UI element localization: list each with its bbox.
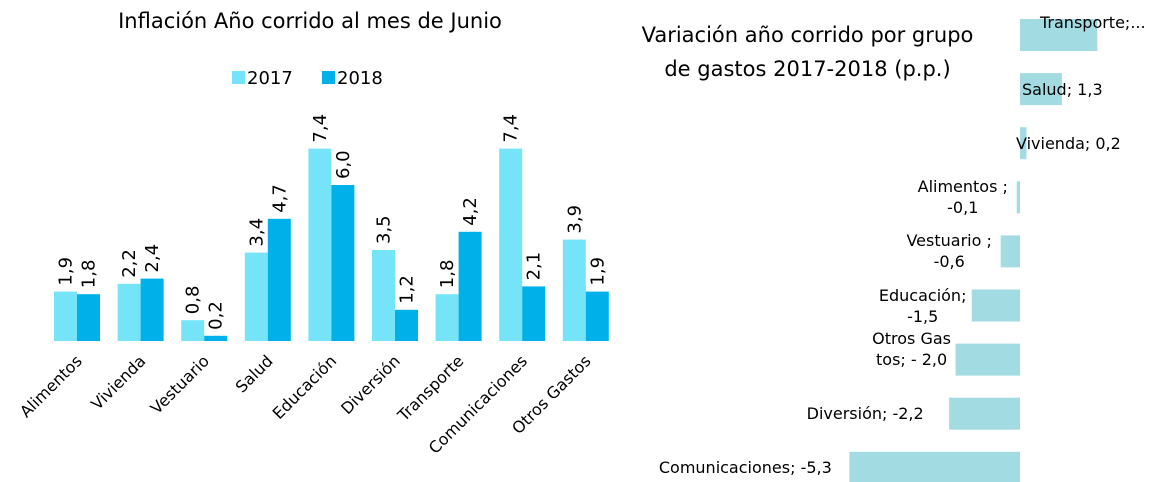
bar <box>849 451 1020 482</box>
value-label: 0,2 <box>206 301 227 330</box>
bar <box>1020 73 1062 106</box>
value-label: Otros Gastos; - 2,0 <box>872 329 952 370</box>
bar <box>1020 19 1098 51</box>
value-label: 1,2 <box>397 275 418 304</box>
bar <box>308 148 332 341</box>
value-label: 3,4 <box>246 218 267 247</box>
legend-swatch <box>232 71 245 84</box>
bar <box>458 231 482 341</box>
bar <box>54 291 77 341</box>
bar <box>435 294 459 341</box>
value-label: 0,8 <box>183 286 204 315</box>
value-label: 4,2 <box>460 197 481 226</box>
value-label: 1,8 <box>79 260 100 289</box>
value-label: Transporte;... <box>1040 12 1146 32</box>
bar <box>204 335 228 341</box>
bar <box>499 148 523 341</box>
bar <box>1016 181 1020 214</box>
bar <box>971 289 1020 322</box>
x-tick-label: Alimentos <box>16 351 86 421</box>
chart-title: Inflación Año corrido al mes de Junio <box>118 9 502 33</box>
bar <box>140 278 164 341</box>
value-label: Vestuario ; -0,6 <box>906 231 992 272</box>
bar <box>562 239 586 341</box>
bar <box>1000 235 1020 268</box>
bar <box>244 252 268 341</box>
bar <box>522 286 546 341</box>
x-tick-label: Educación <box>269 351 341 423</box>
value-label: Alimentos ; -0,1 <box>917 177 1008 218</box>
bar <box>1020 127 1027 160</box>
value-label: 6,0 <box>333 150 354 179</box>
value-label: 7,4 <box>310 114 331 143</box>
value-label: 7,4 <box>501 114 522 143</box>
value-label: 3,5 <box>374 215 395 244</box>
value-label: 3,9 <box>564 205 585 234</box>
value-label: 2,2 <box>119 249 140 278</box>
legend-label: 2018 <box>337 68 383 89</box>
bar <box>77 294 100 341</box>
chart-title: Variación año corrido por grupo de gasto… <box>641 23 974 81</box>
value-label: Educación; -1,5 <box>878 285 967 326</box>
bar <box>267 218 291 341</box>
value-label: 2,4 <box>142 244 163 273</box>
bar <box>181 320 205 341</box>
value-label: 1,9 <box>56 257 77 286</box>
x-tick-label: Diversión <box>337 351 404 418</box>
value-label: Salud; 1,3 <box>1022 79 1103 99</box>
x-tick-label: Vestuario <box>147 351 213 417</box>
value-label: 1,8 <box>437 260 458 289</box>
bar <box>955 343 1020 376</box>
legend-label: 2017 <box>247 68 293 89</box>
bar <box>372 250 395 341</box>
value-label: Diversión; -2,2 <box>806 404 924 424</box>
bar <box>331 185 355 341</box>
bar <box>949 397 1020 430</box>
bar <box>585 291 609 341</box>
x-tick-label: Vivienda <box>87 351 149 413</box>
value-label: Comunicaciones; -5,3 <box>658 458 832 478</box>
bar <box>395 309 418 341</box>
value-label: 1,9 <box>587 257 608 286</box>
value-label: 4,7 <box>269 184 290 213</box>
value-label: 2,1 <box>524 252 545 281</box>
legend-swatch <box>322 71 335 84</box>
bar <box>117 283 141 341</box>
value-label: Vivienda; 0,2 <box>1016 133 1121 153</box>
x-tick-label: Salud <box>232 351 277 396</box>
